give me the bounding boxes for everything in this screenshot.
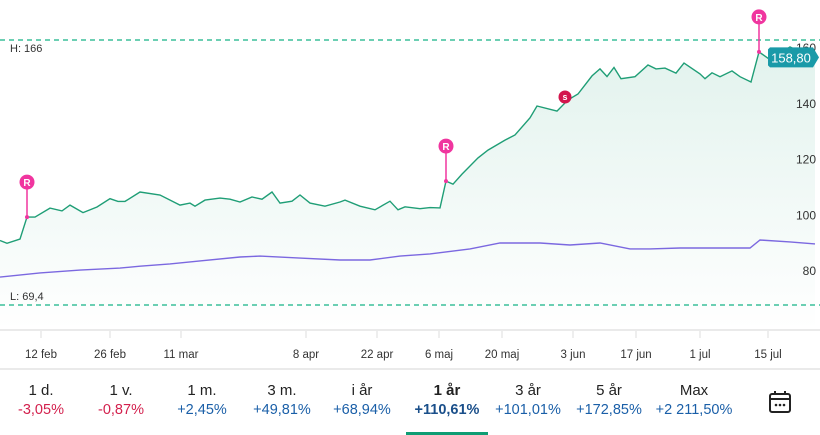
y-tick-label: 100: [796, 208, 816, 222]
x-tick-label: 1 jul: [689, 349, 710, 361]
tab-change: +172,85%: [576, 402, 642, 418]
calendar-button[interactable]: [767, 389, 793, 415]
high-label: H: 166: [10, 43, 42, 55]
tab-period-1[interactable]: 1 v. -0,87%: [80, 370, 162, 435]
tab-change: -0,87%: [98, 402, 144, 418]
index-line: [0, 239, 816, 278]
x-tick-label: 20 maj: [485, 349, 520, 361]
last-price-tag: 158,80: [768, 47, 819, 68]
x-tick-label: 15 jul: [754, 349, 782, 361]
tab-period-8[interactable]: Max +2 211,50%: [653, 370, 735, 435]
y-tick-label: 120: [796, 153, 816, 167]
tab-period-0[interactable]: 1 d. -3,05%: [0, 370, 82, 435]
tab-period-7[interactable]: 5 år +172,85%: [568, 370, 650, 435]
x-tick-label: 26 feb: [94, 349, 126, 361]
calendar-icon: [769, 391, 791, 413]
tab-label: Max: [679, 382, 709, 399]
tab-change: +110,61%: [414, 402, 480, 418]
tab-label: 3 m.: [267, 382, 297, 399]
tab-period-4[interactable]: i år +68,94%: [321, 370, 403, 435]
x-tick-label: 22 apr: [361, 349, 394, 361]
tab-label: 1 d.: [28, 382, 54, 399]
tab-period-5[interactable]: 1 år +110,61%: [406, 370, 488, 435]
marker-label: R: [442, 142, 450, 153]
tab-change: +68,94%: [333, 402, 391, 418]
tab-change: -3,05%: [18, 402, 64, 418]
stock-area-fill: [0, 46, 815, 331]
x-tick-label: 6 maj: [425, 349, 453, 361]
period-tabs: 1 d. -3,05% 1 v. -0,87% 1 m. +2,45% 3 m. +49,81…: [0, 370, 820, 435]
tab-change: +49,81%: [253, 402, 311, 418]
x-tick-label: 12 feb: [25, 349, 57, 361]
dividend-marker[interactable]: R: [438, 138, 454, 184]
tab-label: 3 år: [515, 382, 541, 399]
tab-label: 1 m.: [187, 382, 217, 399]
x-tick-label: 11 mar: [164, 349, 199, 361]
marker-label: R: [755, 13, 763, 24]
tab-label: 5 år: [596, 382, 622, 399]
dividend-marker[interactable]: R: [751, 9, 767, 54]
x-tick-label: 8 apr: [293, 349, 319, 361]
last-price-value: 158,80: [771, 50, 811, 65]
stock-line: [0, 46, 816, 245]
marker-label: s: [562, 92, 567, 102]
tab-period-6[interactable]: 3 år +101,01%: [487, 370, 569, 435]
y-tick-label: 140: [796, 97, 816, 111]
tab-period-2[interactable]: 1 m. +2,45%: [161, 370, 243, 435]
tab-label: 1 år: [433, 382, 461, 399]
tab-change: +2,45%: [177, 402, 227, 418]
tab-label: 1 v.: [109, 382, 133, 399]
tab-change: +2 211,50%: [655, 402, 733, 418]
dividend-marker[interactable]: R: [19, 174, 35, 220]
tab-label: i år: [351, 382, 373, 399]
marker-label: R: [23, 178, 31, 189]
y-tick-label: 80: [803, 264, 817, 278]
tab-period-3[interactable]: 3 m. +49,81%: [241, 370, 323, 435]
low-label: L: 69,4: [10, 291, 44, 303]
split-marker[interactable]: s: [558, 90, 572, 104]
x-tick-label: 17 jun: [620, 349, 651, 361]
x-tick-label: 3 jun: [561, 349, 586, 361]
tab-change: +101,01%: [495, 402, 561, 418]
